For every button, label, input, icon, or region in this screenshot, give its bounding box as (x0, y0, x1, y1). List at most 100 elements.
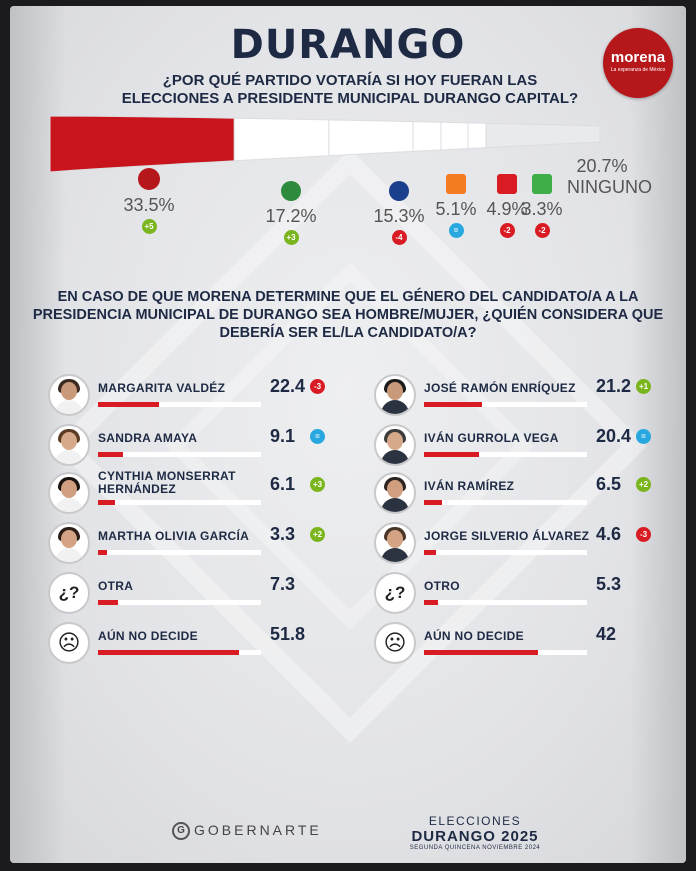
candidate-name: JOSÉ RAMÓN ENRÍQUEZ (424, 381, 576, 395)
candidate-bar (424, 600, 439, 605)
candidate-photo: ☹ (374, 622, 416, 664)
change-badge: -4 (391, 230, 407, 245)
party-logo-icon (281, 181, 301, 201)
arc-segment-verde (467, 122, 487, 150)
change-badge: +3 (310, 477, 325, 492)
party-logo-icon (497, 174, 517, 194)
party-logo-icon (389, 181, 409, 201)
change-badge: = (310, 429, 325, 444)
candidate-name: JORGE SILVERIO ÁLVAREZ (424, 529, 590, 543)
brand-name: GOBERNARTE (194, 822, 322, 838)
arc-segment-pt (440, 121, 469, 151)
change-badge: +2 (310, 527, 325, 542)
gobernarte-icon: G (172, 822, 190, 841)
logo-tagline: La esperanza de México (610, 67, 666, 73)
candidate-row: ☹ AÚN NO DECIDE 42 (374, 622, 674, 668)
infographic-card: DURANGO morena La esperanza de México ¿P… (10, 6, 686, 863)
photo-body (55, 548, 83, 562)
party-verde: 3.3% -2 (516, 174, 568, 238)
change-badge: -2 (499, 223, 515, 238)
footer-line-2: DURANGO 2025 (411, 828, 539, 845)
party-arc-chart (49, 115, 601, 173)
party-logo-icon (446, 174, 466, 194)
candidate-bar (98, 402, 159, 407)
candidate-row: SANDRA AMAYA 9.1 = (48, 424, 348, 470)
candidate-name: AÚN NO DECIDE (98, 629, 198, 643)
photo-body (381, 498, 409, 512)
candidate-row: JORGE SILVERIO ÁLVAREZ 4.6 -3 (374, 522, 674, 568)
undecided-icon: ☹ (57, 630, 81, 655)
photo-body (55, 400, 83, 414)
party-question: ¿POR QUÉ PARTIDO VOTARÍA SI HOY FUERAN L… (121, 72, 579, 107)
candidate-value: 6.5 (596, 474, 622, 494)
page-title: DURANGO (230, 22, 466, 68)
candidate-photo: ☹ (48, 622, 90, 664)
candidate-bar-track (424, 650, 587, 655)
candidate-name: IVÁN GURROLA VEGA (424, 431, 559, 445)
candidate-value: 51.8 (270, 624, 306, 644)
arc-segment-morena (49, 115, 235, 173)
party-pct: 20.7% (576, 156, 628, 176)
photo-body (381, 548, 409, 562)
candidate-bar-track (98, 500, 261, 505)
candidate-question: EN CASO DE QUE MORENA DETERMINE QUE EL G… (32, 289, 664, 341)
candidate-bar-track (424, 402, 587, 407)
party-pan: 15.3% -4 (373, 181, 425, 245)
candidate-bar-track (98, 600, 261, 605)
change-badge: +5 (141, 219, 157, 234)
candidate-value: 7.3 (270, 574, 296, 594)
candidate-photo (48, 522, 90, 564)
candidate-value: 20.4 (596, 426, 632, 446)
arc-segment-mc (412, 121, 442, 152)
candidate-photo (374, 374, 416, 416)
candidate-row: ¿? OTRO 5.3 (374, 572, 674, 618)
party-pri: 17.2% +3 (265, 181, 317, 245)
change-badge: +2 (636, 477, 651, 492)
party-pct: 4.9% (486, 199, 528, 219)
candidate-photo (374, 424, 416, 466)
logo-name: morena (610, 49, 666, 66)
photo-face (387, 382, 403, 400)
footer-line-3: SEGUNDA QUINCENA NOVIEMBRE 2024 (409, 845, 541, 851)
party-morena: 33.5% +5 (123, 168, 175, 234)
arc-segment-pri (233, 117, 330, 162)
candidate-bar-track (98, 402, 261, 407)
candidate-bar-track (98, 650, 261, 655)
candidate-value: 5.3 (596, 574, 622, 594)
party-pt: 4.9% -2 (481, 174, 533, 238)
candidate-row: IVÁN RAMÍREZ 6.5 +2 (374, 472, 674, 518)
photo-face (61, 480, 77, 498)
candidate-photo (374, 472, 416, 514)
candidate-value: 6.1 (270, 474, 296, 494)
change-badge: = (636, 429, 651, 444)
candidate-photo: ¿? (374, 572, 416, 614)
candidate-name: OTRO (424, 579, 460, 593)
candidate-value: 42 (596, 624, 617, 644)
photo-face (61, 530, 77, 548)
change-badge: = (448, 223, 464, 238)
footer-brand: G GOBERNARTE (172, 822, 322, 841)
candidate-value: 9.1 (270, 426, 296, 446)
party-mc: 5.1% = (430, 174, 482, 238)
candidate-bar (98, 650, 239, 655)
candidate-name: SANDRA AMAYA (98, 431, 198, 445)
candidate-row: IVÁN GURROLA VEGA 20.4 = (374, 424, 674, 470)
change-badge: -3 (636, 527, 651, 542)
arc-segment-ninguno (485, 122, 601, 149)
candidate-bar (424, 452, 480, 457)
candidate-bar (424, 500, 442, 505)
candidate-name: CYNTHIA MONSERRAT HERNÁNDEZ (98, 469, 236, 496)
candidate-bar (98, 600, 118, 605)
photo-face (61, 382, 77, 400)
photo-face (387, 432, 403, 450)
change-badge: -3 (310, 379, 325, 394)
footer-line-1: ELECCIONES (428, 814, 522, 828)
party-pct: 3.3% (521, 199, 563, 219)
candidate-bar (424, 402, 482, 407)
party-pct: 33.5% (123, 195, 175, 215)
candidate-row: ☹ AÚN NO DECIDE 51.8 (48, 622, 348, 668)
candidate-value: 3.3 (270, 524, 296, 544)
candidate-row: JOSÉ RAMÓN ENRÍQUEZ 21.2 +1 (374, 374, 674, 420)
candidate-bar-track (424, 500, 587, 505)
candidate-photo (374, 522, 416, 564)
